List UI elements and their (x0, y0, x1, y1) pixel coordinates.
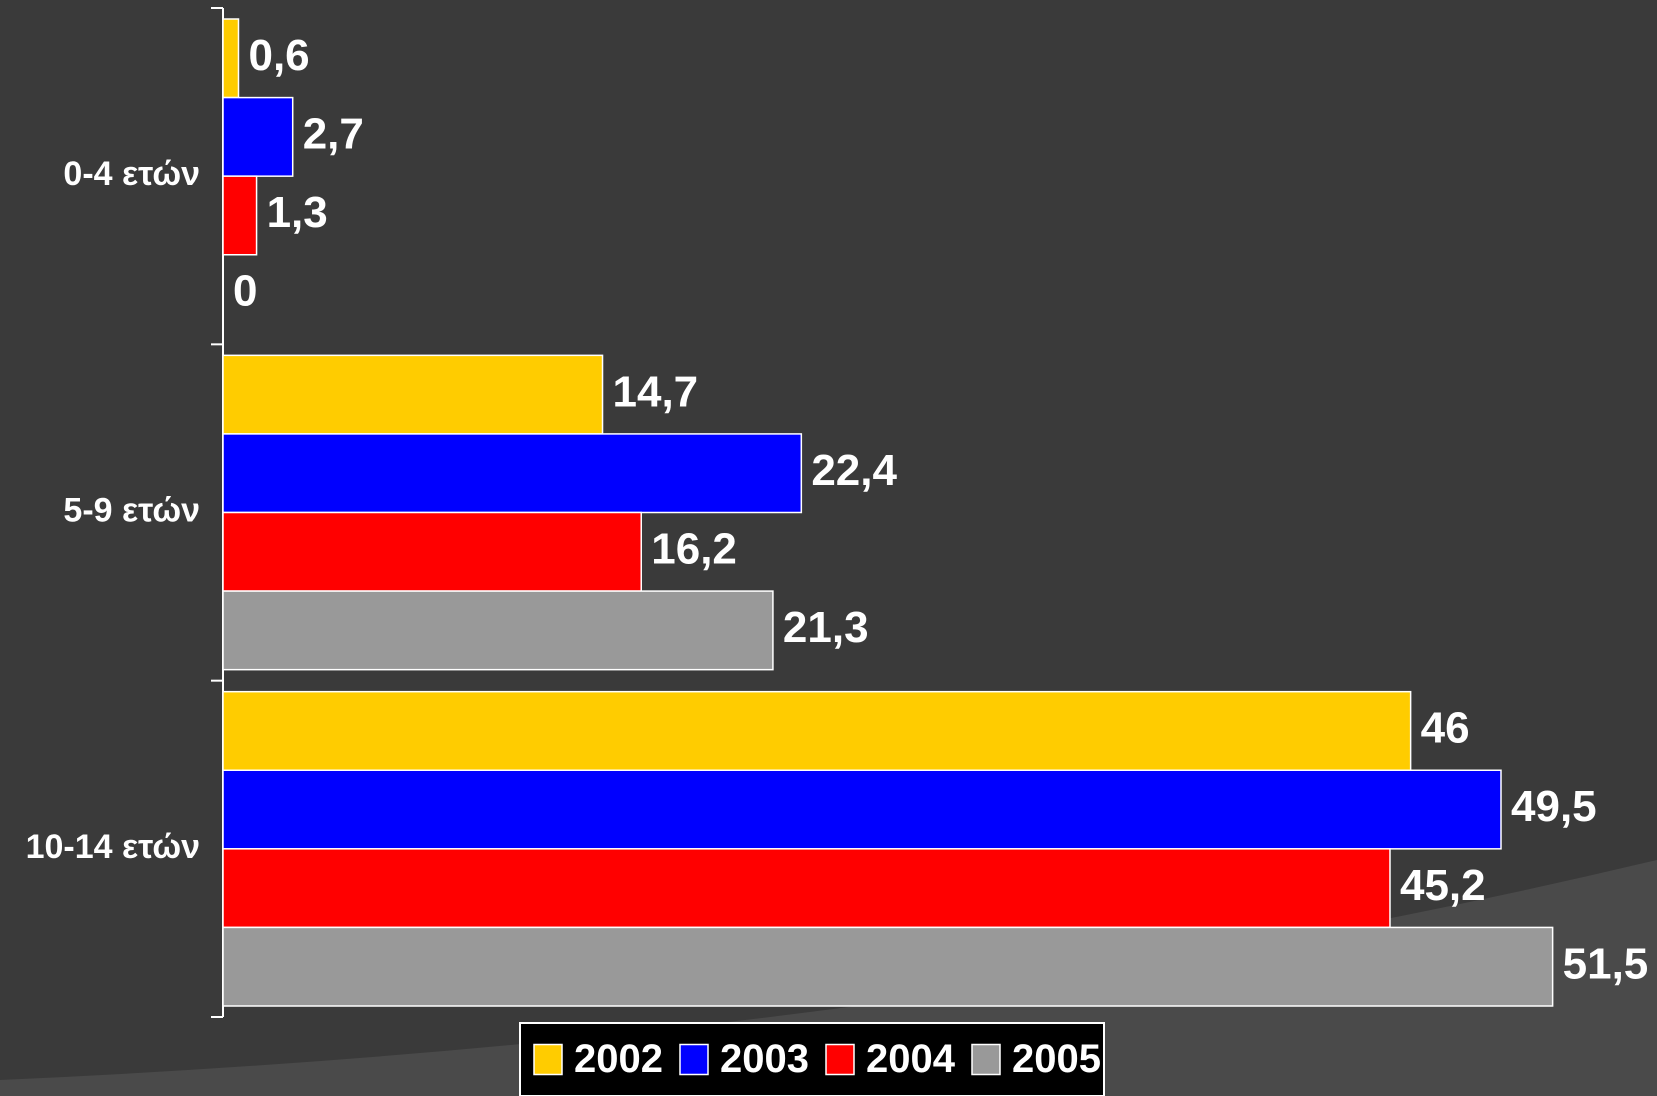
bar (222, 926, 1554, 1007)
bar (222, 18, 240, 99)
data-label: 22,4 (811, 446, 897, 495)
bar (222, 354, 604, 435)
data-label: 51,5 (1563, 939, 1649, 988)
legend-swatch (971, 1043, 1001, 1076)
data-label: 1,3 (267, 188, 328, 237)
data-label: 0,6 (248, 31, 309, 80)
bar (222, 96, 294, 177)
bar (222, 769, 1502, 850)
background-swoosh (0, 860, 1657, 1096)
bar (222, 511, 643, 592)
bar (222, 690, 1412, 772)
legend-swatch (533, 1043, 563, 1076)
bar (222, 433, 803, 514)
legend-label: 2004 (866, 1037, 956, 1081)
data-label: 49,5 (1511, 782, 1597, 831)
legend-label: 2002 (574, 1037, 663, 1081)
data-label: 46 (1421, 704, 1470, 753)
data-label: 45,2 (1400, 861, 1486, 910)
legend-box (519, 1022, 1105, 1096)
bar (222, 175, 258, 256)
data-label: 16,2 (651, 524, 737, 573)
data-label: 0 (233, 267, 257, 316)
data-label: 14,7 (613, 367, 699, 416)
data-label: 2,7 (303, 110, 364, 159)
legend-swatch (679, 1043, 709, 1076)
legend-swatch (825, 1043, 855, 1076)
bar (222, 590, 774, 671)
legend-label: 2005 (1012, 1037, 1101, 1081)
legend-label: 2003 (720, 1037, 809, 1081)
bar (222, 848, 1391, 929)
y-tick-label: 10-14 ετών (26, 828, 200, 866)
y-tick-label: 5-9 ετών (63, 491, 200, 529)
y-tick-label: 0-4 ετών (63, 155, 200, 193)
data-label: 21,3 (783, 603, 869, 652)
